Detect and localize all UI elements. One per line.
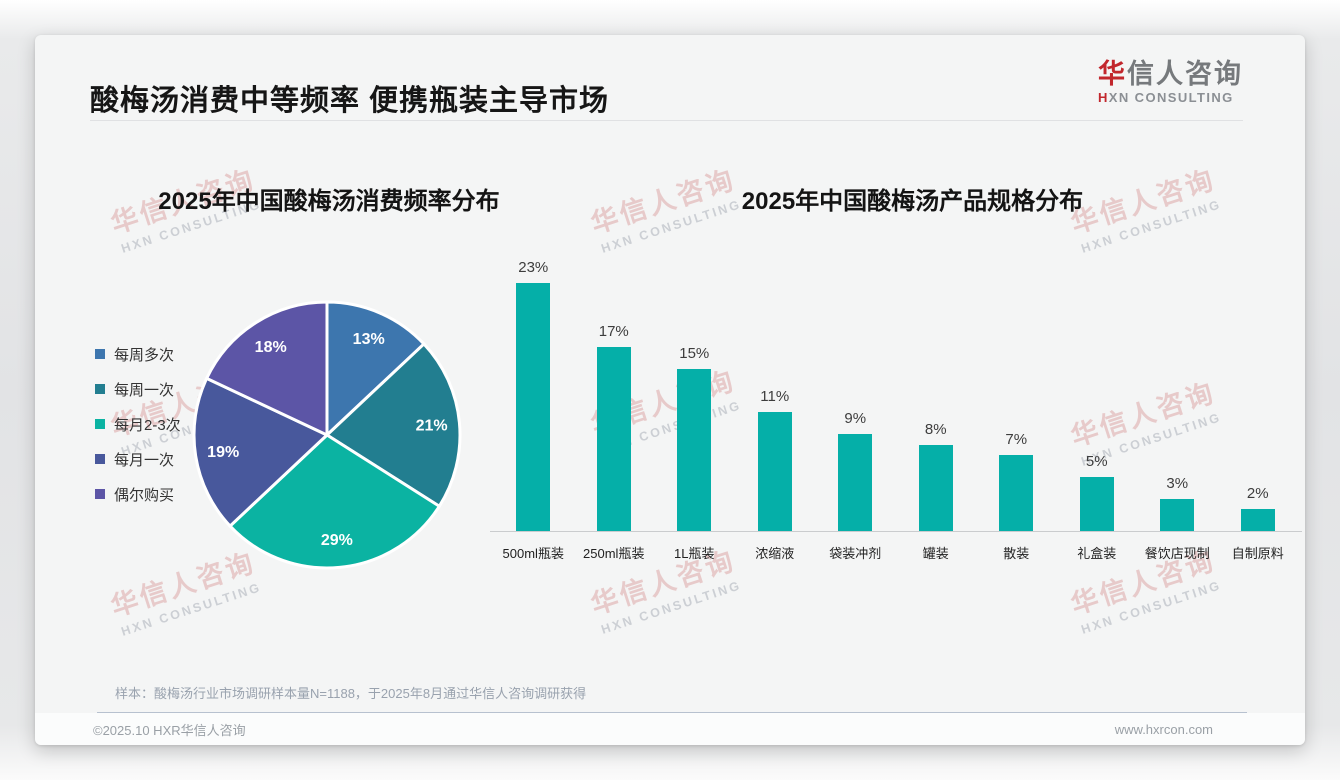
brand-logo-zh: 华信人咨询	[1098, 59, 1243, 90]
pie-slice-label: 29%	[321, 532, 353, 549]
bar	[596, 347, 631, 531]
bar-value-label: 3%	[1166, 475, 1189, 492]
pie-slice	[325, 300, 426, 437]
bar-column: 3%	[1137, 475, 1218, 531]
bar-column: 8%	[896, 421, 977, 531]
bar-category-label: 自制原料	[1231, 546, 1284, 561]
pie-slice-label: 19%	[207, 444, 239, 461]
bar-category-label: 散装	[1003, 546, 1030, 561]
footer-divider	[97, 712, 1247, 713]
watermark-en: HXN CONSULTING	[599, 578, 744, 637]
bar-category-label: 500ml瓶装	[502, 546, 564, 561]
brand-logo-en-rest: XN CONSULTING	[1108, 90, 1234, 106]
bar-category-label: 250ml瓶装	[583, 546, 645, 561]
bar-category-label: 罐装	[922, 546, 949, 561]
brand-logo-en: HXN CONSULTING	[1098, 90, 1243, 106]
bar	[1240, 509, 1275, 531]
brand-logo-zh-rest: 信人咨询	[1127, 59, 1243, 89]
bar-column: 9%	[815, 410, 896, 531]
bar-value-label: 5%	[1085, 453, 1108, 470]
bar-chart-axis	[490, 531, 1302, 532]
legend-label: 每周多次	[114, 346, 175, 364]
pie-chart-title: 2025年中国酸梅汤消费频率分布	[158, 188, 500, 215]
bar	[1079, 477, 1114, 531]
bar	[757, 412, 792, 531]
bar-category-label: 袋装冲剂	[829, 546, 882, 561]
brand-logo-en-accent: H	[1098, 90, 1109, 106]
pie-slice-label: 18%	[255, 339, 287, 356]
legend-swatch	[95, 489, 105, 499]
header-divider	[90, 120, 1243, 121]
legend-label: 每月一次	[114, 451, 175, 469]
legend-item: 偶尔购买	[95, 483, 181, 505]
bar-column: 7%	[976, 431, 1057, 531]
bar-value-label: 7%	[1005, 431, 1028, 448]
legend-swatch	[95, 349, 105, 359]
bar	[838, 434, 873, 531]
pie-slice	[325, 342, 462, 508]
bar	[1160, 499, 1195, 531]
legend-item: 每周多次	[95, 343, 181, 365]
bar-value-label: 23%	[518, 259, 549, 276]
bar-column: 17%	[574, 323, 655, 531]
brand-logo: 华信人咨询 HXN CONSULTING	[1098, 59, 1243, 106]
website-text: www.hxrcon.com	[1114, 721, 1213, 737]
bar-value-label: 17%	[598, 323, 629, 340]
pie-slice	[205, 300, 329, 437]
watermark-en: HXN CONSULTING	[1079, 578, 1224, 637]
brand-logo-zh-accent: 华	[1098, 59, 1127, 89]
bar-column: 23%	[493, 259, 574, 531]
bar	[516, 283, 551, 531]
bar-column: 5%	[1057, 453, 1138, 531]
bar	[918, 445, 953, 531]
pie-slice-label: 21%	[416, 418, 448, 435]
bar-column: 11%	[735, 388, 816, 531]
pie-slice-label: 13%	[353, 331, 385, 348]
pie-slice	[192, 376, 329, 528]
bar-category-label: 餐饮店现制	[1144, 546, 1210, 561]
bar-category-label: 1L瓶装	[674, 546, 715, 561]
legend-item: 每月一次	[95, 448, 181, 470]
legend-swatch	[95, 454, 105, 464]
pie-slice	[228, 433, 441, 570]
legend-swatch	[95, 419, 105, 429]
bar-category-label: 浓缩液	[755, 546, 795, 561]
legend-label: 每周一次	[114, 381, 175, 399]
legend-item: 每周一次	[95, 378, 181, 400]
legend-label: 偶尔购买	[114, 486, 175, 504]
legend-label: 每月2-3次	[114, 416, 181, 434]
bar	[999, 455, 1034, 531]
bar	[677, 369, 712, 531]
bar-chart-title: 2025年中国酸梅汤产品规格分布	[741, 188, 1084, 215]
slide-card: 华信人咨询 HXN CONSULTING 华信人咨询 HXN CONSULTING 华信…	[35, 35, 1305, 745]
bar-chart-plot: 23% 17% 15% 11% 9% 8% 7% 5% 3% 2%	[493, 240, 1298, 531]
legend-item: 每月2-3次	[95, 413, 181, 435]
bar-category-label: 礼盒装	[1077, 546, 1117, 561]
footer-bar: ©2025.10 HXR华信人咨询 www.hxrcon.com	[35, 713, 1305, 745]
legend-swatch	[95, 384, 105, 394]
bar-column: 2%	[1218, 485, 1299, 531]
bar-value-label: 2%	[1246, 485, 1269, 502]
copyright-text: ©2025.10 HXR华信人咨询	[93, 722, 246, 738]
bar-value-label: 9%	[844, 410, 867, 427]
bar-chart-categories: 500ml瓶装 250ml瓶装 1L瓶装 浓缩液 袋装冲剂 罐装 散装 礼盒装 餐饮店现制 自制原…	[493, 543, 1298, 562]
pie-chart-svg: 13% 21% 29% 19% 18%	[192, 300, 462, 570]
pie-legend: 每周多次每周一次每月2-3次 每月一次偶尔购买	[95, 343, 181, 505]
bar-value-label: 15%	[679, 345, 710, 362]
bar-value-label: 11%	[760, 388, 790, 405]
page-title: 酸梅汤消费中等频率 便携瓶装主导市场	[90, 85, 610, 117]
watermark-en: HXN CONSULTING	[119, 580, 264, 639]
bar-value-label: 8%	[924, 421, 947, 438]
sample-note: 样本：酸梅汤行业市场调研样本量N=1188，于2025年8月通过华信人咨询调研获…	[115, 686, 587, 701]
bar-column: 15%	[654, 345, 735, 531]
